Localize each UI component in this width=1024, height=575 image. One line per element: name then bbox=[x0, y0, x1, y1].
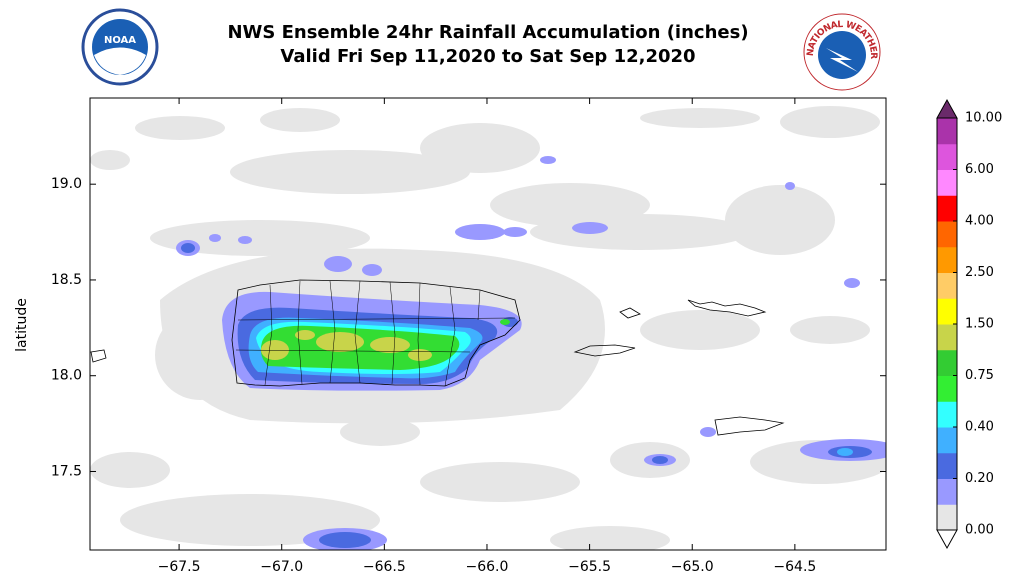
colorbar-segment bbox=[937, 195, 957, 222]
colorbar-segment bbox=[937, 143, 957, 170]
colorbar-segment bbox=[937, 169, 957, 196]
plot-frame bbox=[89, 97, 887, 551]
colorbar-tick-label: 1.50 bbox=[965, 317, 994, 332]
x-tick-label: −67.0 bbox=[260, 559, 303, 575]
colorbar-segment bbox=[937, 452, 957, 479]
colorbar-tick-label: 4.00 bbox=[965, 214, 994, 229]
y-tick-label: 18.0 bbox=[51, 368, 82, 384]
colorbar-segment bbox=[937, 272, 957, 299]
x-tick-label: −65.0 bbox=[671, 559, 714, 575]
noaa-logo: NOAA bbox=[81, 8, 159, 86]
colorbar-segment bbox=[937, 118, 957, 145]
colorbar-tick-label: 0.40 bbox=[965, 420, 994, 435]
colorbar-tick-label: 0.00 bbox=[965, 523, 994, 538]
y-tick-label: 18.5 bbox=[51, 272, 82, 288]
colorbar-under bbox=[936, 529, 958, 550]
colorbar-tick-label: 2.50 bbox=[965, 265, 994, 280]
x-tick-label: −66.5 bbox=[363, 559, 406, 575]
colorbar-segment bbox=[937, 504, 957, 531]
colorbar-segment bbox=[937, 221, 957, 248]
coastlines bbox=[90, 279, 785, 436]
colorbar-tick-label: 6.00 bbox=[965, 162, 994, 177]
noaa-text: NOAA bbox=[104, 35, 136, 46]
colorbar-tick-label: 0.20 bbox=[965, 471, 994, 486]
x-tick-label: −66.0 bbox=[466, 559, 509, 575]
y-tick-label: 19.0 bbox=[51, 176, 82, 192]
colorbar-segment bbox=[937, 324, 957, 351]
chart-subtitle: Valid Fri Sep 11,2020 to Sat Sep 12,2020 bbox=[280, 46, 695, 67]
colorbar-segment bbox=[937, 478, 957, 505]
colorbar-segment bbox=[937, 401, 957, 428]
x-tick-label: −64.5 bbox=[773, 559, 816, 575]
x-tick-label: −65.5 bbox=[568, 559, 611, 575]
colorbar-tick-label: 10.00 bbox=[965, 111, 1002, 126]
colorbar-segment bbox=[937, 298, 957, 325]
colorbar-segment bbox=[937, 349, 957, 376]
colorbar-segment bbox=[937, 375, 957, 402]
colorbar-tick-label: 0.75 bbox=[965, 368, 994, 383]
y-tick-label: 17.5 bbox=[51, 463, 82, 479]
x-tick-label: −67.5 bbox=[158, 559, 201, 575]
colorbar-segment bbox=[937, 246, 957, 273]
colorbar-over bbox=[936, 98, 958, 119]
rainfall-field bbox=[90, 106, 886, 550]
chart-title: NWS Ensemble 24hr Rainfall Accumulation … bbox=[227, 22, 748, 43]
y-axis-label: latitude bbox=[14, 298, 30, 352]
colorbar-segment bbox=[937, 427, 957, 454]
